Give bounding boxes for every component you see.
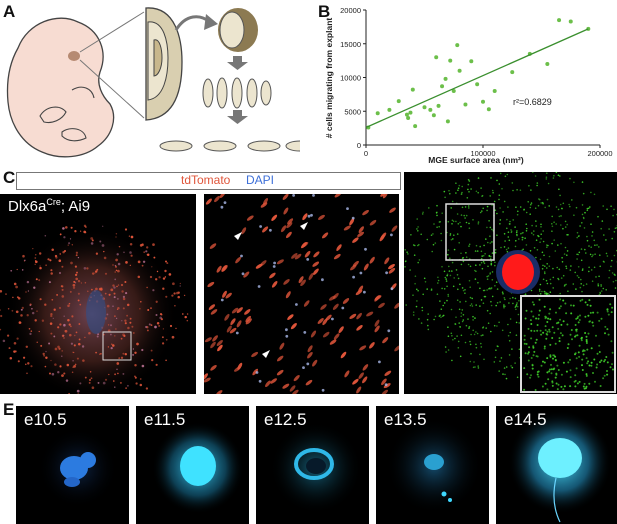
data-point [545, 62, 550, 66]
data-point [387, 107, 392, 112]
data-point [445, 119, 450, 124]
data-point [463, 102, 468, 107]
arrowheads [234, 222, 308, 358]
genotype-label: Dlx6aCre; Ai9 [8, 197, 91, 215]
data-point [428, 107, 433, 112]
x-tick-label: 100000 [470, 149, 495, 158]
data-point [396, 99, 401, 104]
data-point [440, 84, 445, 89]
data-point [406, 116, 411, 120]
data-point [568, 19, 573, 24]
panel-label-e: E [3, 400, 15, 419]
y-tick-label: 0 [357, 141, 361, 150]
regression-line [365, 28, 589, 129]
stage-label: e12.5 [264, 410, 307, 429]
x-axis-label: MGE surface area (nm²) [428, 155, 524, 165]
data-point [557, 18, 562, 23]
data-point [451, 89, 456, 93]
data-point [486, 107, 491, 112]
dapi-label: DAPI [246, 173, 275, 187]
data-point [492, 89, 497, 93]
zoom-box [445, 203, 495, 261]
zoom-box [102, 331, 132, 361]
data-point [457, 68, 462, 73]
embryo-schematic [6, 7, 300, 158]
data-point [475, 82, 480, 87]
r-squared-annotation: r²=0.6829 [513, 97, 552, 107]
explant-core [502, 254, 534, 290]
stage-image-e10-5: e10.5 [16, 406, 129, 524]
panel-label-b: B [318, 2, 331, 21]
stage-image-e13-5: e13.5 [376, 406, 489, 524]
explant-zoom-image [204, 194, 399, 394]
y-tick-label: 15000 [340, 40, 361, 49]
stage-label: e11.5 [144, 410, 186, 429]
data-point [469, 59, 474, 64]
cell-detection-image [404, 172, 617, 394]
data-point [443, 76, 448, 81]
stage-label: e13.5 [384, 410, 427, 429]
data-point [481, 99, 485, 104]
data-point [448, 58, 453, 63]
data-point [410, 87, 415, 92]
data-point [404, 112, 409, 117]
data-point [510, 70, 515, 75]
data-point [375, 111, 380, 116]
y-tick-label: 5000 [344, 107, 361, 116]
tdtomato-label: tdTomato [181, 173, 231, 187]
y-tick-label: 10000 [340, 74, 361, 83]
stage-image-e12-5: e12.5 [256, 406, 369, 524]
y-axis-label: # cells migrating from explant [324, 18, 334, 139]
x-tick-label: 200000 [587, 149, 612, 158]
stain-legend-bar: tdTomato DAPI [16, 172, 401, 190]
y-tick-label: 20000 [340, 6, 361, 15]
stage-image-e11-5: e11.5 [136, 406, 249, 524]
stage-label: e10.5 [24, 410, 67, 429]
stage-image-e14-5: e14.5 [496, 406, 617, 524]
explant-overview-image: Dlx6aCre; Ai9 [0, 194, 196, 394]
data-point [436, 103, 441, 108]
data-point [408, 110, 413, 115]
data-point [431, 113, 436, 118]
scatter-chart: 0 100000 200000 0 5000 10000 15000 20000 r²=0.6… [324, 6, 613, 165]
x-tick-label: 0 [364, 149, 368, 158]
data-point [455, 43, 460, 48]
data-point [422, 105, 427, 110]
data-point [413, 124, 418, 129]
stage-label: e14.5 [504, 410, 547, 429]
data-point [434, 55, 439, 60]
panel-label-c: C [3, 168, 16, 187]
panel-label-a: A [3, 2, 16, 21]
